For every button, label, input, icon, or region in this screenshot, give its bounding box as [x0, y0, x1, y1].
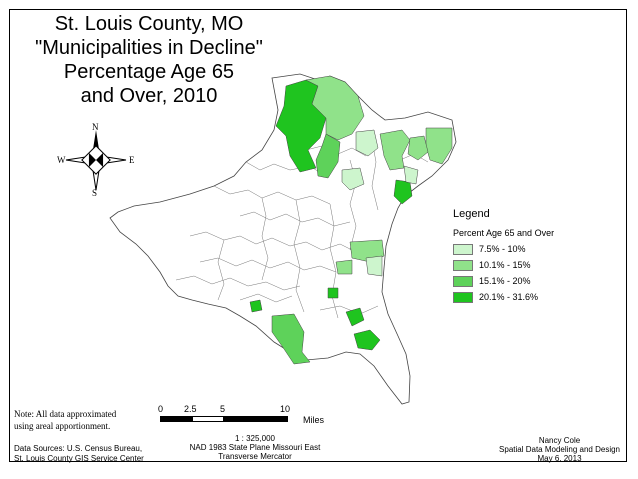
- municipality-20-31-south-1: [345, 307, 365, 327]
- municipality-10-15-north: [305, 75, 365, 141]
- legend-label: 15.1% - 20%: [479, 276, 531, 286]
- municipality-15-20-south: [271, 313, 311, 365]
- municipality-20-31-west: [249, 299, 263, 313]
- municipality-10-15-ne-3: [407, 135, 429, 161]
- legend-item: 15.1% - 20%: [453, 274, 623, 288]
- title-line-2: "Municipalities in Decline": [35, 37, 263, 59]
- scale-tick: 5: [220, 404, 226, 414]
- legend-swatch: [453, 291, 473, 303]
- legend: Legend Percent Age 65 and Over 7.5% - 10…: [453, 208, 623, 306]
- legend-subtitle: Percent Age 65 and Over: [453, 228, 555, 238]
- projection-line-2: Transverse Mercator: [218, 452, 292, 461]
- scale-bar: 0 2.5 5 10 Miles: [158, 404, 340, 426]
- scale-segment: [160, 416, 192, 422]
- data-sources: Data Sources: U.S. Census Bureau, St. Lo…: [14, 444, 144, 464]
- sources-line-1: Data Sources: U.S. Census Bureau,: [14, 444, 143, 453]
- title-line-1: St. Louis County, MO: [54, 13, 244, 35]
- legend-item: 7.5% - 10%: [453, 242, 623, 256]
- legend-swatch: [453, 243, 473, 255]
- sources-line-2: St. Louis County GIS Service Center: [14, 454, 144, 463]
- scale-segment: [224, 416, 288, 422]
- municipality-10-15-ne-1: [379, 129, 411, 171]
- scale-tick: 10: [280, 404, 291, 414]
- legend-item: 20.1% - 31.6%: [453, 290, 623, 304]
- compass-e-label: E: [129, 155, 135, 165]
- map-title: St. Louis County, MO "Municipalities in …: [14, 12, 284, 108]
- title-line-3: Percentage Age 65: [63, 61, 235, 83]
- legend-label: 7.5% - 10%: [479, 244, 526, 254]
- legend-label: 10.1% - 15%: [479, 260, 531, 270]
- municipality-15-20-northeast: [315, 133, 341, 179]
- legend-swatch: [453, 275, 473, 287]
- county-outline: [109, 73, 457, 405]
- scale-ratio: 1 : 325,000: [234, 434, 276, 443]
- municipality-10-15-mid-east-2: [335, 259, 353, 275]
- projection-line-1: NAD 1983 State Plane Missouri East: [189, 443, 321, 452]
- compass-n-label: N: [92, 122, 99, 132]
- scale-info: 1 : 325,000 NAD 1983 State Plane Missour…: [160, 434, 350, 461]
- data-note: Note: All data approximated using areal …: [14, 408, 116, 432]
- title-line-4: and Over, 2010: [80, 85, 218, 107]
- scale-tick: 2.5: [184, 404, 197, 414]
- municipality-20-31-south-2: [353, 329, 381, 351]
- legend-label: 20.1% - 31.6%: [479, 292, 539, 302]
- municipality-7-10-mid-east: [365, 255, 383, 277]
- map-frame: [9, 9, 627, 462]
- compass-w-label: W: [57, 155, 66, 165]
- legend-swatch: [453, 259, 473, 271]
- scale-tick: 0: [158, 404, 164, 414]
- scale-segment: [192, 416, 224, 422]
- note-line-1: Note: All data approximated: [14, 409, 117, 419]
- note-line-2: using areal apportionment.: [14, 421, 111, 431]
- map-credit: Nancy Cole Spatial Data Modeling and Des…: [499, 436, 620, 463]
- compass-rose-icon: [65, 130, 127, 191]
- scale-unit: Miles: [303, 415, 325, 425]
- municipality-7-10-ne-1: [355, 129, 379, 157]
- credit-line-3: May 6, 2013: [537, 454, 582, 463]
- legend-title: Legend: [453, 208, 490, 220]
- compass-s-label: S: [92, 188, 97, 198]
- municipality-7-10-east: [403, 165, 419, 185]
- credit-line-2: Spatial Data Modeling and Design: [499, 445, 620, 454]
- credit-line-1: Nancy Cole: [538, 436, 581, 445]
- municipality-20-31-mid: [327, 287, 339, 299]
- municipality-7-10-ne-2: [341, 167, 365, 191]
- legend-item: 10.1% - 15%: [453, 258, 623, 272]
